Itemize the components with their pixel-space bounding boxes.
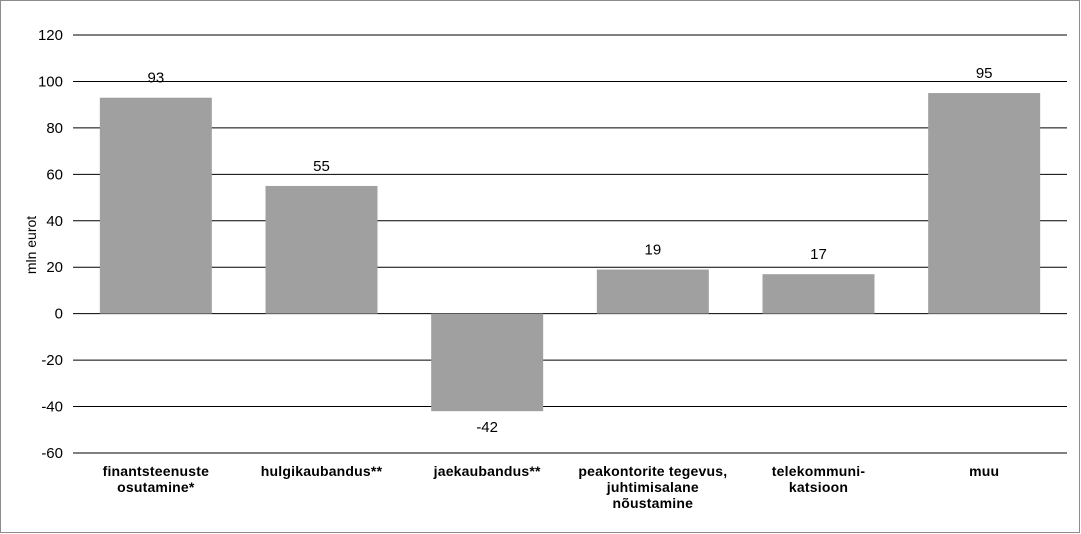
bar (99, 97, 212, 314)
y-tick-label: 0 (55, 306, 63, 323)
data-label: 93 (147, 70, 164, 87)
y-tick-label: 40 (46, 213, 63, 230)
y-tick-label: 60 (46, 166, 63, 183)
y-tick-label: -20 (41, 352, 63, 369)
data-label: 55 (313, 158, 330, 175)
data-label: 17 (810, 246, 827, 263)
category-label: peakontorite tegevus, juhtimisalane nõus… (578, 463, 728, 511)
category-label: hulgikaubandus** (260, 463, 383, 479)
category-label: finantsteenuste osutamine* (102, 463, 210, 495)
data-label: 95 (976, 65, 993, 82)
y-tick-label: 20 (46, 259, 63, 276)
bars (99, 93, 1041, 412)
y-tick-label: 80 (46, 120, 63, 137)
bar (596, 269, 709, 314)
category-label: jaekaubandus** (433, 463, 541, 479)
data-label: 19 (644, 242, 661, 259)
y-tick-label: 120 (38, 27, 63, 44)
bar (762, 274, 875, 314)
y-tick-label: -40 (41, 399, 63, 416)
y-axis-label: mln eurot (23, 216, 39, 274)
gridlines (73, 34, 1067, 454)
bar (431, 313, 544, 412)
bar (928, 93, 1041, 314)
category-label: telekommuni- katsioon (771, 463, 866, 495)
y-tick-label: -60 (41, 445, 63, 462)
bar (265, 185, 378, 314)
y-axis-ticks: 120 100 80 60 40 20 0 -20 -40 -60 (38, 27, 63, 462)
category-label: muu (969, 463, 1000, 479)
y-tick-label: 100 (38, 73, 63, 90)
data-labels: 93 55 -42 19 17 95 (147, 65, 992, 436)
data-label: -42 (476, 419, 498, 436)
